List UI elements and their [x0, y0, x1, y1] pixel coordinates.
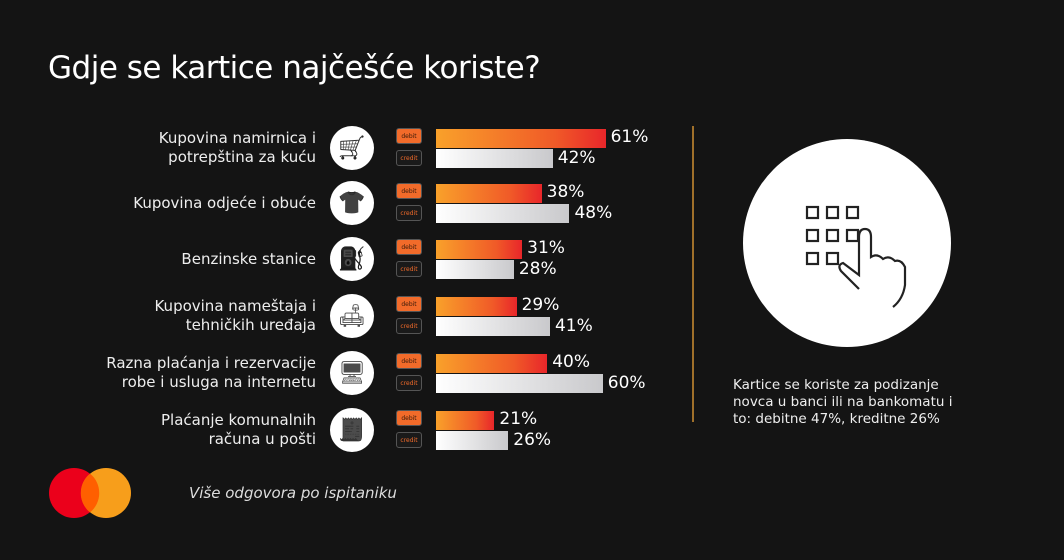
credit-bar: [436, 317, 550, 336]
debit-tag: debit: [396, 296, 422, 312]
chart-row: Benzinske stanice ⛽ debit credit 31% 28%: [0, 235, 700, 283]
debit-bar: [436, 184, 542, 203]
divider: [692, 126, 694, 422]
credit-bar: [436, 149, 553, 168]
chart-row: Kupovina nameštaja i tehničkih uređaja 🛋 d…: [0, 292, 700, 340]
credit-tag: credit: [396, 375, 422, 391]
debit-value-label: 31%: [527, 238, 565, 258]
debit-value-label: 29%: [521, 295, 560, 315]
credit-bar: [436, 374, 603, 393]
category-label: Benzinske stanice: [76, 235, 316, 283]
category-label-line: robe i usluga na internetu: [121, 373, 316, 391]
footer-note: Više odgovora po ispitaniku: [189, 484, 397, 502]
debit-value-label: 40%: [552, 352, 590, 372]
category-label-line: Kupovina namirnica i: [158, 129, 316, 147]
debit-value-label: 21%: [499, 409, 538, 429]
category-label-line: Plaćanje komunalnih: [160, 411, 316, 429]
credit-value-label: 26%: [513, 430, 552, 450]
category-label-line: Kupovina odjeće i obuće: [133, 193, 316, 212]
chart-row: Kupovina namirnica i potrepština za kuću 🛒…: [0, 124, 700, 172]
debit-bar: [436, 297, 517, 316]
category-label: Kupovina odjeće i obuće: [76, 179, 316, 227]
debit-tag: debit: [396, 239, 422, 255]
category-label-line: Benzinske stanice: [181, 249, 316, 268]
credit-value-label: 28%: [518, 259, 557, 279]
category-label-line: potrepština za kuću: [168, 148, 316, 166]
atm-keypad-icon: [743, 139, 951, 347]
credit-tag: credit: [396, 318, 422, 334]
debit-tag: debit: [396, 410, 422, 426]
credit-value-label: 48%: [574, 203, 613, 223]
category-label: Razna plaćanja i rezervacije robe i uslug…: [76, 349, 316, 397]
category-label: Kupovina namirnica i potrepština za kuću: [76, 124, 316, 172]
fuel-pump-icon: ⛽: [330, 237, 374, 281]
debit-bar: [436, 129, 606, 148]
online-shop-icon: 🖥: [330, 351, 374, 395]
page-title: Gdje se kartice najčešće koriste?: [48, 50, 541, 86]
debit-tag: debit: [396, 183, 422, 199]
chart-row: Plaćanje komunalnih računa u pošti 🧾 debit…: [0, 406, 700, 454]
credit-bar: [436, 431, 509, 450]
credit-tag: credit: [396, 261, 422, 277]
sofa-icon: 🛋: [330, 294, 374, 338]
cart-icon: 🛒: [330, 126, 374, 170]
credit-value-label: 41%: [554, 316, 593, 336]
debit-value-label: 61%: [610, 127, 649, 147]
category-label-line: tehničkih uređaja: [185, 316, 316, 334]
debit-tag: debit: [396, 128, 422, 144]
debit-value-label: 38%: [546, 182, 585, 202]
chart-row: Kupovina odjeće i obuće 👕 debit credit 38…: [0, 179, 700, 227]
category-label: Plaćanje komunalnih računa u pošti: [76, 406, 316, 454]
credit-value-label: 42%: [557, 148, 596, 168]
clothes-icon: 👕: [330, 181, 374, 225]
computer-bill-icon: 🧾: [330, 408, 374, 452]
debit-bar: [436, 354, 548, 373]
chart-row: Razna plaćanja i rezervacije robe i uslug…: [0, 349, 700, 397]
category-label: Kupovina nameštaja i tehničkih uređaja: [76, 292, 316, 340]
category-label-line: Razna plaćanja i rezervacije: [106, 354, 316, 372]
credit-bar: [436, 204, 570, 223]
debit-bar: [436, 240, 523, 259]
credit-tag: credit: [396, 205, 422, 221]
category-label-line: računa u pošti: [208, 430, 316, 448]
debit-tag: debit: [396, 353, 422, 369]
credit-value-label: 60%: [607, 373, 646, 393]
atm-note: Kartice se koriste za podizanje novca u …: [733, 377, 953, 427]
debit-bar: [436, 411, 495, 430]
category-label-line: Kupovina nameštaja i: [154, 297, 316, 315]
mastercard-logo: [49, 468, 131, 518]
credit-tag: credit: [396, 432, 422, 448]
credit-tag: credit: [396, 150, 422, 166]
credit-bar: [436, 260, 514, 279]
